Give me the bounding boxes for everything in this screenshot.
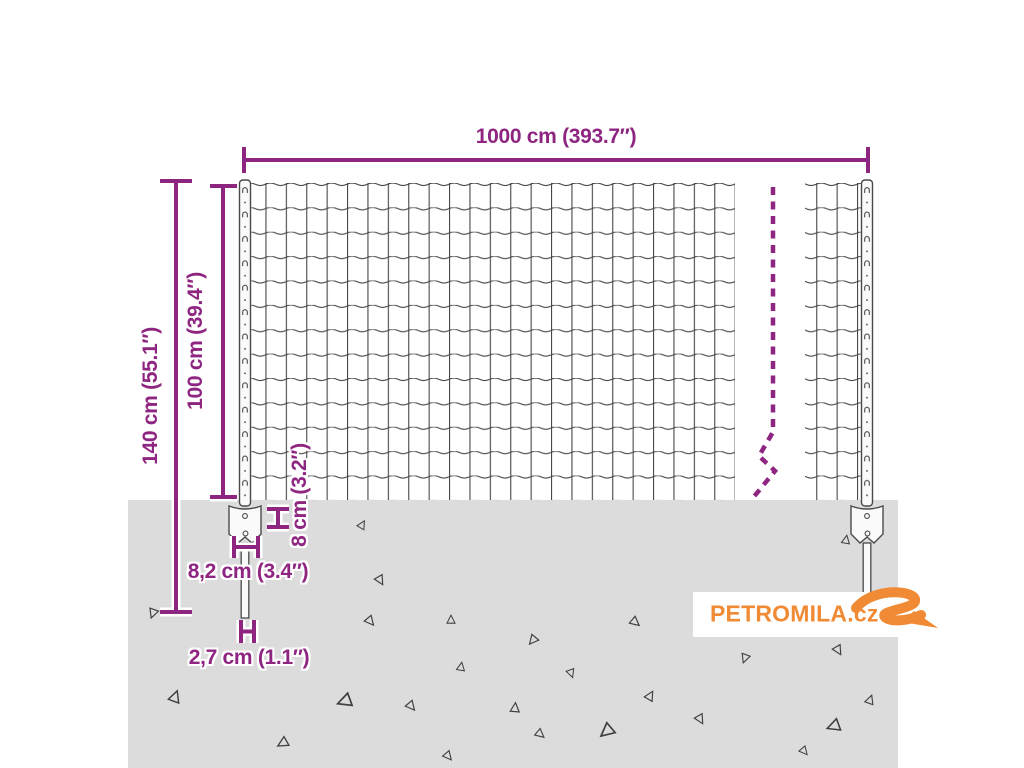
post-spike-right <box>862 542 872 597</box>
brand-swoosh-icon <box>851 587 938 628</box>
dim-line-plate-width <box>232 536 260 558</box>
break-line <box>750 187 779 501</box>
dim-label-spike-width: 2,7 cm (1.1″) <box>188 646 310 669</box>
dim-label-total-width: 1000 cm (393.7″) <box>475 125 637 148</box>
dim-label-mesh-height: 100 cm (39.4″) <box>184 272 207 410</box>
dim-line-plate-depth <box>267 507 289 529</box>
fence-mesh-left <box>245 183 735 500</box>
dim-label-plate-width: 8,2 cm (3.4″) <box>187 560 309 583</box>
dim-line-total-height <box>160 179 192 614</box>
dim-line-mesh-height <box>210 184 237 499</box>
fence-mesh-right <box>805 183 870 500</box>
dim-label-total-height: 140 cm (55.1″) <box>139 327 162 465</box>
anchor-plate-right <box>850 505 884 544</box>
dim-label-plate-depth: 8 cm (3.2″) <box>288 443 311 547</box>
fence-post-right <box>860 179 874 507</box>
watermark-brand-text: PETROMILA.cz <box>710 600 879 627</box>
dim-line-total-width <box>242 147 870 173</box>
fence-post-left <box>238 179 252 507</box>
dim-line-spike-width <box>239 620 256 643</box>
